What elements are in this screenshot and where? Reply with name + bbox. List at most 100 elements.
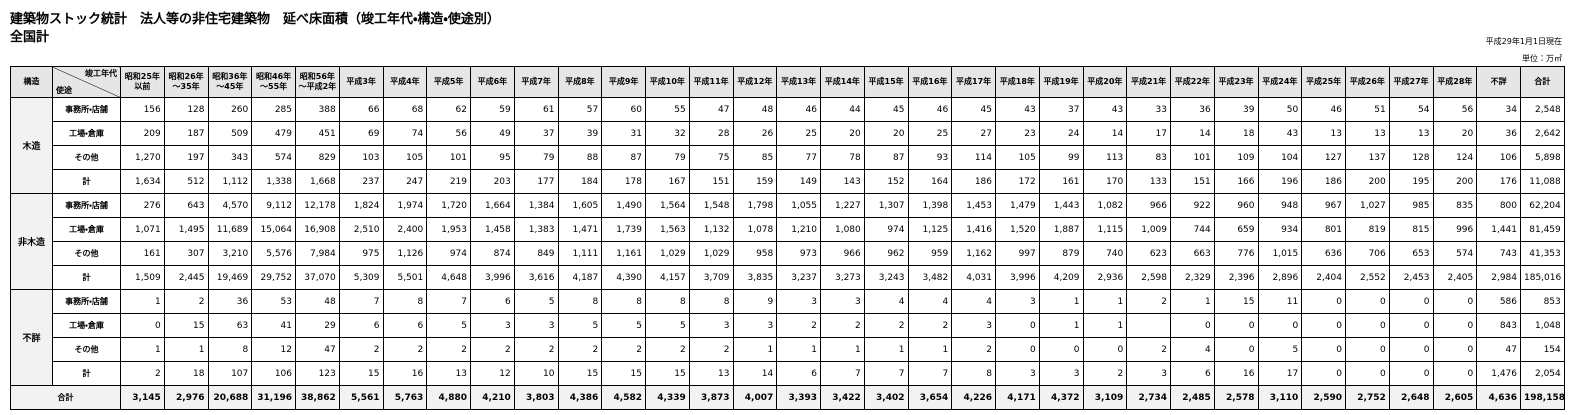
- cell: 156: [120, 97, 165, 122]
- cell: 0: [1432, 313, 1478, 338]
- cell: 1,490: [601, 193, 646, 218]
- cell: 6: [338, 313, 384, 338]
- cell: 109: [1213, 145, 1259, 170]
- cell: 0: [1345, 289, 1390, 314]
- cell: 653: [1388, 241, 1434, 266]
- cell: 1,112: [207, 169, 253, 194]
- table-row: その他 161 307 3,210 5,576 7,984 975 1,126 974 874 84…: [11, 241, 1565, 266]
- cell: 1,887: [1038, 217, 1084, 242]
- cell: 2: [820, 313, 865, 338]
- cell: 0: [1432, 361, 1478, 386]
- cell: 835: [1432, 193, 1478, 218]
- cell: 15: [338, 361, 384, 386]
- cell: 237: [338, 169, 384, 194]
- cell: 81,459: [1520, 217, 1565, 242]
- cell: 7: [338, 289, 384, 314]
- table-row: その他 1 1 8 12 47 2 2 2 2 2 2 2 2 2 1 1 1 1 1 2 0 0 0 2 4 0 5 0 0 0 0 47 15…: [11, 337, 1565, 362]
- cell: 0: [1257, 313, 1303, 338]
- cell: 1,476: [1476, 361, 1521, 386]
- cell: 198,158: [1520, 385, 1565, 410]
- cell: 133: [1126, 169, 1171, 194]
- cell: 451: [295, 121, 340, 146]
- column-header: 平成3年: [338, 66, 384, 98]
- cell: 985: [1388, 193, 1434, 218]
- cell: 2: [338, 337, 384, 362]
- cell: 85: [732, 145, 778, 170]
- cell: 164: [907, 169, 953, 194]
- cell: 1,338: [251, 169, 296, 194]
- cell: 849: [513, 241, 559, 266]
- cell: 2,648: [1388, 385, 1434, 410]
- cell: 39: [1213, 97, 1259, 122]
- cell: 4,209: [1038, 265, 1084, 290]
- cell: 0: [1345, 337, 1390, 362]
- cell: 1,443: [1038, 193, 1084, 218]
- cell: 479: [251, 121, 296, 146]
- title: 建築物ストック統計 法人等の非住宅建築物 延べ床面積（竣工年代・構造・使途別）: [10, 12, 500, 27]
- column-header: 平成26年: [1345, 66, 1390, 98]
- cell: 45: [951, 97, 996, 122]
- cell: 15: [1213, 289, 1259, 314]
- cell: 1,048: [1520, 313, 1565, 338]
- cell: 197: [163, 145, 209, 170]
- cell: 0: [1301, 361, 1346, 386]
- cell: 1: [120, 337, 165, 362]
- cell: 62: [426, 97, 471, 122]
- column-header: 平成14年: [820, 66, 865, 98]
- use-label: 工場・倉庫: [52, 121, 121, 146]
- cell: 5: [557, 313, 603, 338]
- cell: 47: [295, 337, 340, 362]
- cell: 2,396: [1213, 265, 1259, 290]
- cell: 0: [1388, 313, 1434, 338]
- cell: 114: [951, 145, 996, 170]
- cell: 43: [1082, 97, 1128, 122]
- cell: 0: [995, 313, 1040, 338]
- cell: 41,353: [1520, 241, 1565, 266]
- cell: 4,390: [601, 265, 646, 290]
- cell: 2,485: [1170, 385, 1215, 410]
- cell: 5,561: [338, 385, 384, 410]
- cell: 1,015: [1257, 241, 1303, 266]
- cell: 1,453: [951, 193, 996, 218]
- cell: 1,495: [163, 217, 209, 242]
- cell: 46: [907, 97, 953, 122]
- cell: 101: [426, 145, 471, 170]
- cell: 3,243: [863, 265, 909, 290]
- cell: 1: [120, 289, 165, 314]
- cell: 819: [1345, 217, 1390, 242]
- cell: 49: [470, 121, 515, 146]
- cell: 2,605: [1432, 385, 1478, 410]
- cell: 3: [688, 313, 734, 338]
- cell: 1,125: [907, 217, 953, 242]
- cell: 79: [645, 145, 690, 170]
- cell: 39: [557, 121, 603, 146]
- cell: 2,642: [1520, 121, 1565, 146]
- cell: 1,739: [601, 217, 646, 242]
- cell: 5,898: [1520, 145, 1565, 170]
- cell: 18: [163, 361, 209, 386]
- table-row: 計 2 18 107 106 123 15 16 13 12 10 15 15 15 13 14 6 7 7 7 8 3 3…: [11, 361, 1565, 386]
- cell: 3,996: [470, 265, 515, 290]
- cell: 196: [1257, 169, 1303, 194]
- cell: 43: [1257, 121, 1303, 146]
- cell: 2: [1126, 337, 1171, 362]
- cell: 706: [1345, 241, 1390, 266]
- cell: 4: [863, 289, 909, 314]
- column-header: 平成25年: [1301, 66, 1346, 98]
- cell: 1,479: [995, 193, 1040, 218]
- cell: 967: [1301, 193, 1346, 218]
- cell: 260: [207, 97, 253, 122]
- column-header: 平成23年: [1213, 66, 1259, 98]
- cell: 36: [1170, 97, 1215, 122]
- cell: 195: [1388, 169, 1434, 194]
- cell: 2,510: [338, 217, 384, 242]
- cell: 14: [732, 361, 778, 386]
- cell: 934: [1257, 217, 1303, 242]
- cell: 974: [863, 217, 909, 242]
- cell: 29,752: [251, 265, 296, 290]
- cell: 512: [163, 169, 209, 194]
- cell: 2,445: [163, 265, 209, 290]
- table-row: 計 1,634 512 1,112 1,338 1,668 237 247 219 203 177 1…: [11, 169, 1565, 194]
- cell: 4,031: [951, 265, 996, 290]
- use-label: その他: [52, 145, 121, 170]
